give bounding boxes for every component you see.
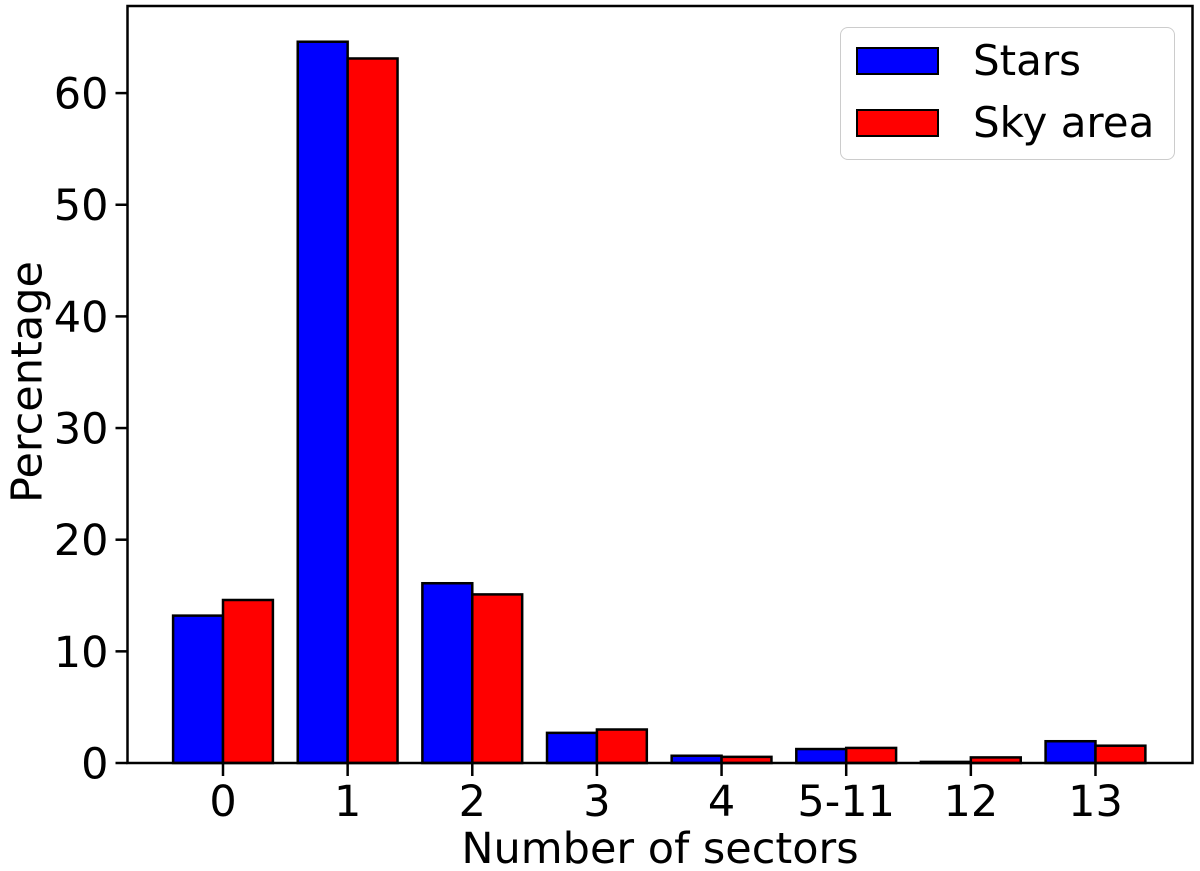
y-tick-label-60: 60 <box>54 70 109 120</box>
bar-stars-2 <box>421 581 474 765</box>
y-tick-label-40: 40 <box>54 293 109 343</box>
bar-sky-area-13 <box>1094 744 1147 765</box>
y-axis-title: Percentage <box>2 261 53 503</box>
y-tick-label-0: 0 <box>81 739 108 789</box>
legend-label-sky-area: Sky area <box>973 98 1155 147</box>
stars-swatch-icon <box>856 47 939 75</box>
plot-frame <box>126 4 1194 765</box>
bar-sky-area-1 <box>346 57 399 765</box>
y-tick-label-20: 20 <box>54 516 109 566</box>
bar-sky-area-0 <box>221 598 275 765</box>
x-tick-label-4: 4 <box>708 777 735 827</box>
bar-sky-area-3 <box>595 728 649 765</box>
x-tick-label-13: 13 <box>1068 777 1123 827</box>
bar-sky-area-2 <box>471 593 524 765</box>
bar-stars-5-11 <box>795 747 848 765</box>
y-tick-label-10: 10 <box>54 628 109 678</box>
bar-stars-1 <box>296 40 349 765</box>
y-tick-label-30: 30 <box>54 405 109 455</box>
legend-label-stars: Stars <box>973 36 1082 85</box>
y-tick-label-50: 50 <box>54 181 109 231</box>
bar-stars-3 <box>545 731 599 765</box>
x-tick-label-12: 12 <box>943 777 998 827</box>
x-tick-label-2: 2 <box>459 777 486 827</box>
x-tick-label-0: 0 <box>209 777 236 827</box>
sky-area-swatch-icon <box>856 109 939 137</box>
legend-item-stars: Stars <box>856 33 1174 89</box>
bar-sky-area-5-11 <box>844 746 898 765</box>
x-tick-label-3: 3 <box>583 777 610 827</box>
x-tick-label-1: 1 <box>334 777 361 827</box>
legend-item-sky-area: Sky area <box>856 95 1174 151</box>
x-tick-label-5-11: 5-11 <box>797 777 895 827</box>
legend: Stars Sky area <box>840 27 1175 160</box>
bar-stars-0 <box>171 614 225 765</box>
bar-stars-13 <box>1044 739 1097 765</box>
x-axis-title: Number of sectors <box>461 824 859 871</box>
